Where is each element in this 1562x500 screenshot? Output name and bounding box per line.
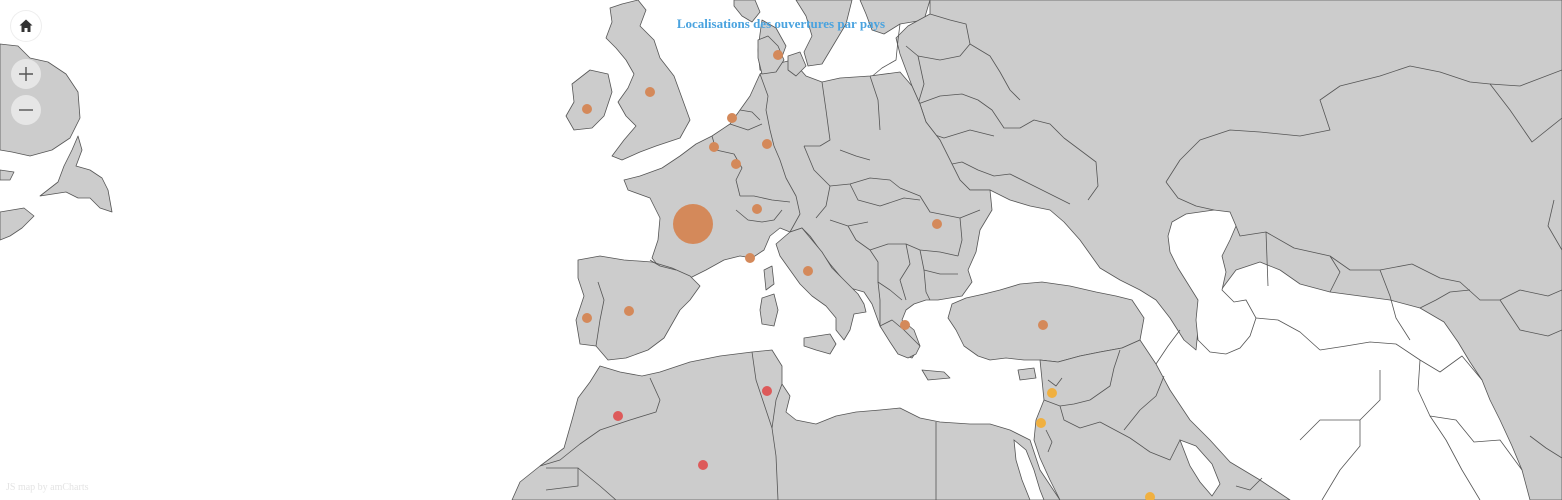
marker-netherlands[interactable] xyxy=(727,113,737,123)
marker-lebanon[interactable] xyxy=(1047,388,1057,398)
marker-germany[interactable] xyxy=(762,139,772,149)
marker-saudi-arabia[interactable] xyxy=(1145,492,1155,500)
plus-icon xyxy=(19,67,33,81)
marker-belgium[interactable] xyxy=(709,142,719,152)
marker-israel[interactable] xyxy=(1036,418,1046,428)
zoom-in-button[interactable] xyxy=(11,59,41,89)
marker-turkey[interactable] xyxy=(1038,320,1048,330)
africa-middle-east-landmass xyxy=(511,329,1291,500)
minus-icon xyxy=(19,109,33,111)
marker-greece[interactable] xyxy=(900,320,910,330)
marker-spain[interactable] xyxy=(624,306,634,316)
home-icon xyxy=(19,19,33,32)
marker-portugal[interactable] xyxy=(582,313,592,323)
map-credit[interactable]: JS map by amCharts xyxy=(6,482,89,493)
marker-monaco[interactable] xyxy=(745,253,755,263)
marker-ireland[interactable] xyxy=(582,104,592,114)
marker-united-kingdom[interactable] xyxy=(645,87,655,97)
opening-markers xyxy=(582,50,1155,500)
marker-romania[interactable] xyxy=(932,219,942,229)
marker-tunisia[interactable] xyxy=(762,386,772,396)
marker-morocco[interactable] xyxy=(613,411,623,421)
marker-luxembourg[interactable] xyxy=(731,159,741,169)
zoom-out-button[interactable] xyxy=(11,95,41,125)
marker-denmark[interactable] xyxy=(773,50,783,60)
home-button[interactable] xyxy=(11,11,41,41)
marker-algeria[interactable] xyxy=(698,460,708,470)
marker-italy[interactable] xyxy=(803,266,813,276)
marker-france[interactable] xyxy=(673,204,713,244)
marker-switzerland[interactable] xyxy=(752,204,762,214)
